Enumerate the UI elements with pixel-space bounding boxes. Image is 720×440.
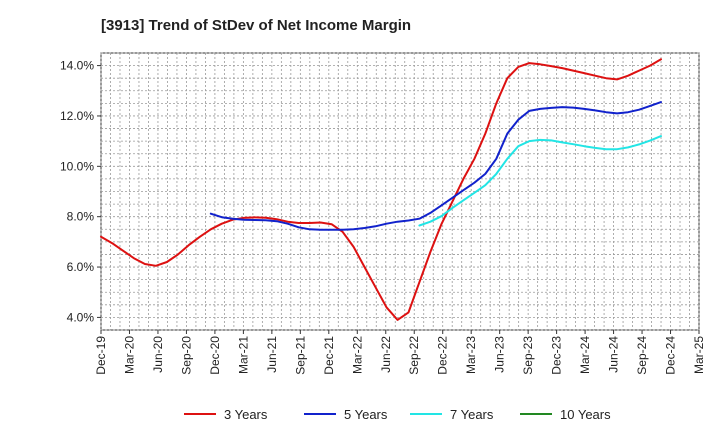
x-tick-label: Sep-22 <box>407 336 421 375</box>
y-tick-label: 6.0% <box>67 260 95 274</box>
legend-label: 10 Years <box>560 407 611 422</box>
x-tick-label: Dec-19 <box>94 336 108 375</box>
series-line-5-years <box>209 101 662 231</box>
x-tick-label: Mar-25 <box>692 336 706 374</box>
x-tick-label: Sep-21 <box>293 336 307 375</box>
y-tick-label: 8.0% <box>67 210 95 224</box>
x-tick-label: Sep-23 <box>521 336 535 375</box>
series-line-3-years <box>100 58 662 321</box>
x-tick-label: Jun-23 <box>493 336 507 373</box>
x-tick-label: Dec-21 <box>322 336 336 375</box>
legend-label: 3 Years <box>224 407 268 422</box>
x-tick-label: Dec-24 <box>664 336 678 375</box>
x-tick-label: Sep-24 <box>635 336 649 375</box>
legend-label: 7 Years <box>450 407 494 422</box>
x-tick-label: Mar-21 <box>236 336 250 374</box>
x-tick-label: Dec-23 <box>550 336 564 375</box>
legend-label: 5 Years <box>344 407 388 422</box>
x-tick-label: Sep-20 <box>179 336 193 375</box>
y-axis: 4.0% 6.0% 8.0% 10.0% 12.0% 14.0% <box>60 59 101 324</box>
y-tick-label: 4.0% <box>67 310 95 324</box>
x-tick-label: Jun-22 <box>379 336 393 373</box>
x-tick-label: Mar-23 <box>464 336 478 374</box>
plot-area <box>100 52 700 331</box>
x-tick-label: Jun-20 <box>151 336 165 373</box>
x-axis: Dec-19 Mar-20 Jun-20 Sep-20 Dec-20 Mar-21 Jun-… <box>94 330 706 375</box>
y-tick-label: 14.0% <box>60 59 94 73</box>
x-tick-label: Dec-22 <box>436 336 450 375</box>
x-tick-label: Mar-22 <box>350 336 364 374</box>
series-lines <box>100 58 662 321</box>
x-tick-label: Dec-20 <box>208 336 222 375</box>
legend: 3 Years 5 Years 7 Years 10 Years <box>184 407 611 422</box>
y-tick-label: 12.0% <box>60 109 94 123</box>
chart-title: [3913] Trend of StDev of Net Income Marg… <box>101 17 411 34</box>
series-line-7-years <box>418 135 662 227</box>
x-tick-label: Jun-21 <box>265 336 279 373</box>
y-tick-label: 10.0% <box>60 159 94 173</box>
x-tick-label: Jun-24 <box>607 336 621 373</box>
x-tick-label: Mar-20 <box>122 336 136 374</box>
x-tick-label: Mar-24 <box>578 336 592 374</box>
